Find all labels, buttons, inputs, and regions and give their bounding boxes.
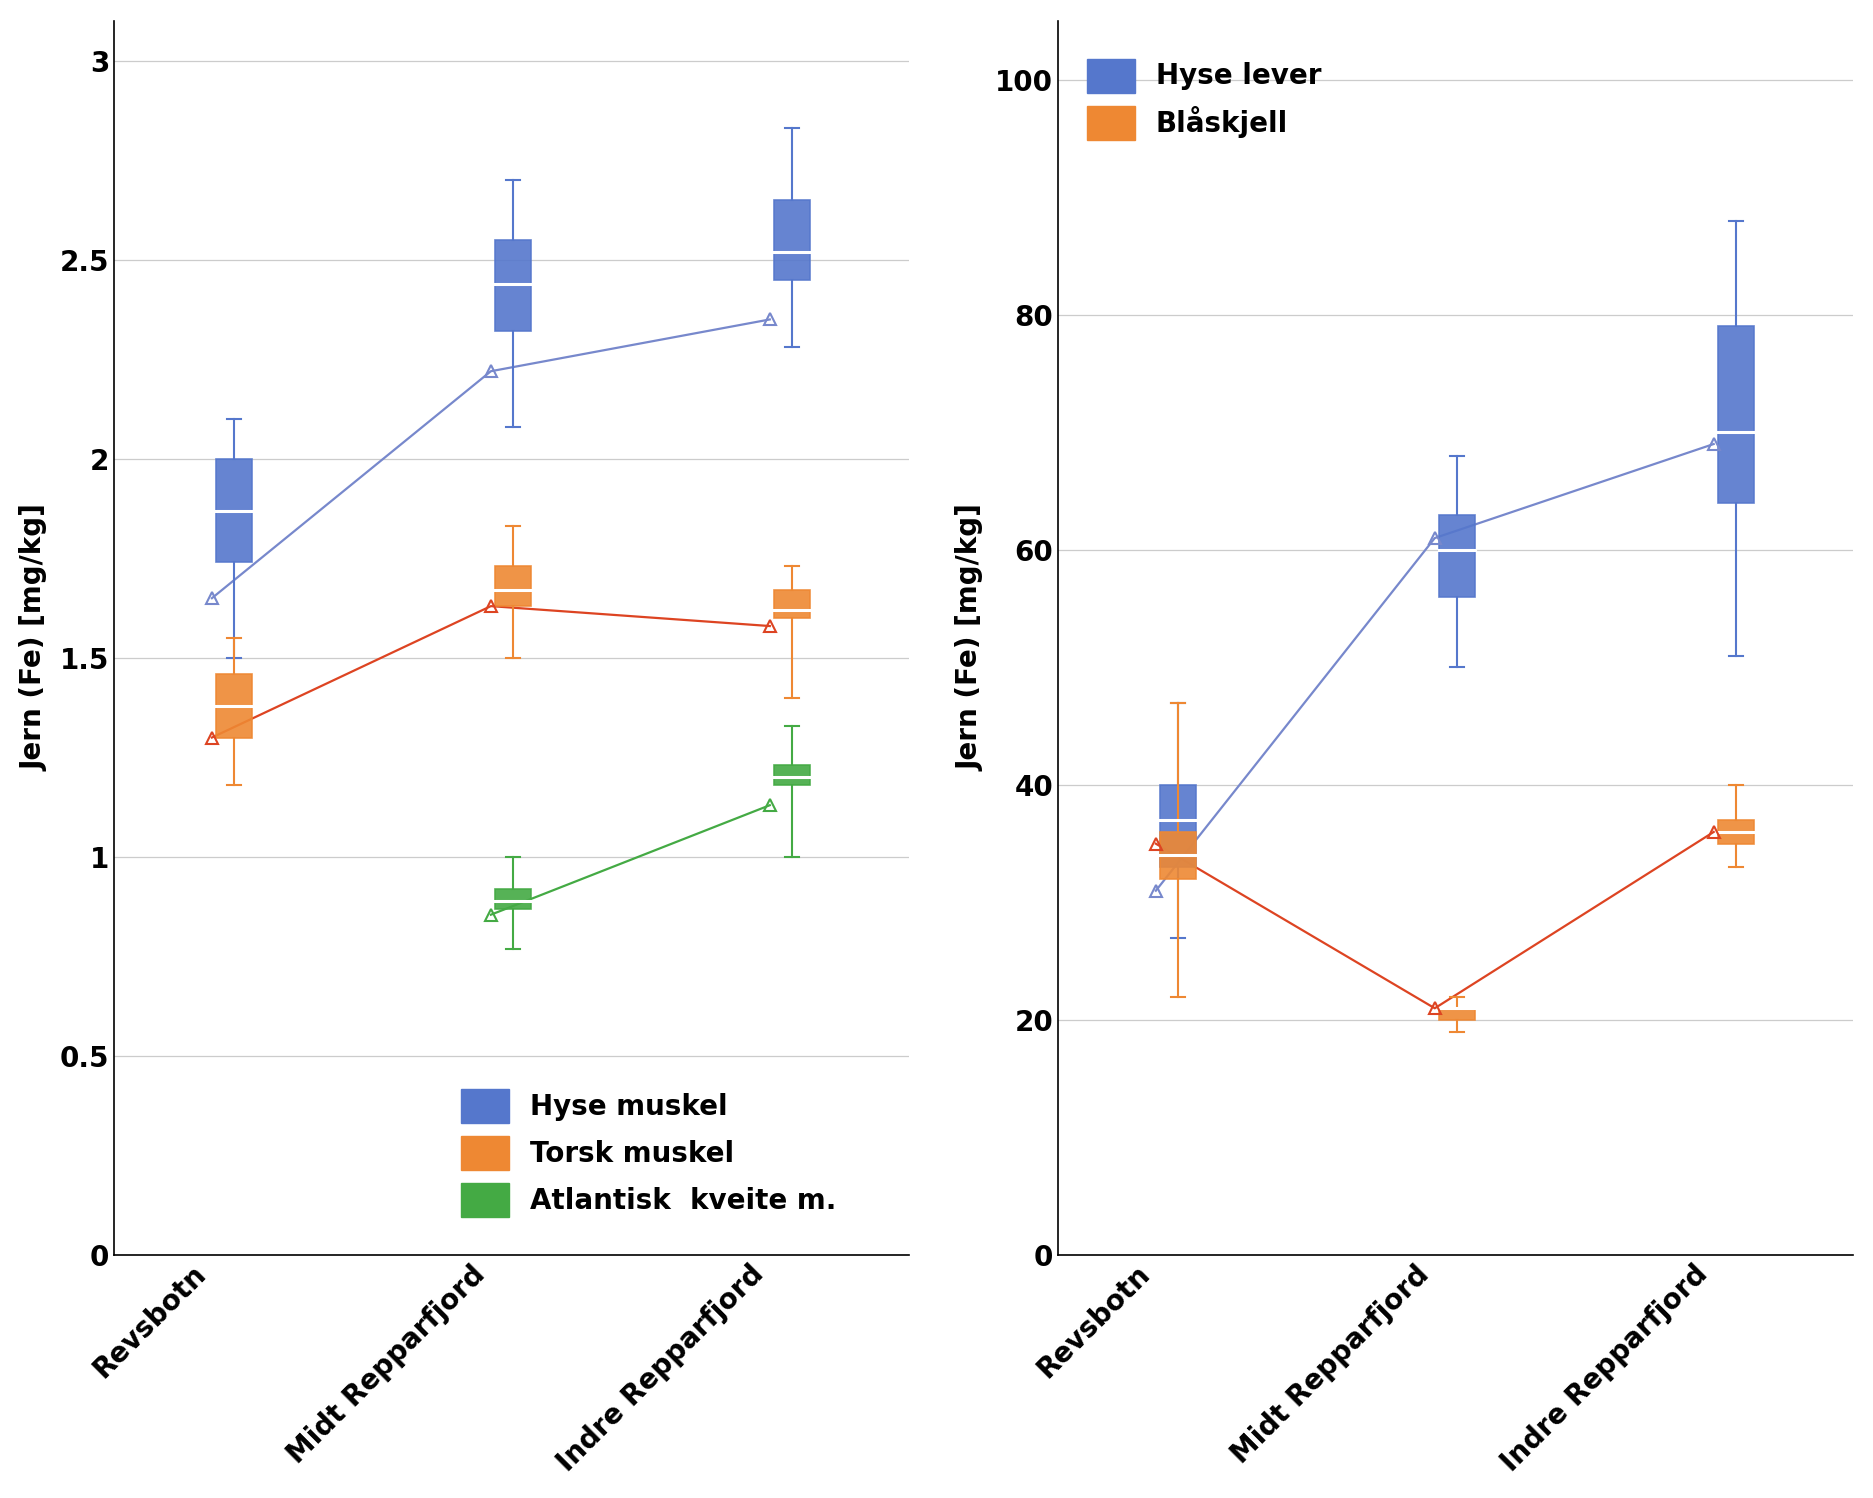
Bar <box>1438 514 1474 596</box>
Bar <box>494 240 532 331</box>
Bar <box>774 590 809 619</box>
Bar <box>1438 1008 1474 1020</box>
Bar <box>215 458 253 562</box>
Bar <box>494 888 532 909</box>
Bar <box>1718 327 1753 503</box>
Bar <box>1159 831 1195 879</box>
Y-axis label: Jern (Fe) [mg/kg]: Jern (Fe) [mg/kg] <box>955 505 983 771</box>
Legend: Hyse lever, Blåskjell: Hyse lever, Blåskjell <box>1086 58 1320 141</box>
Bar <box>1159 785 1195 867</box>
Bar <box>1718 821 1753 843</box>
Bar <box>494 566 532 607</box>
Bar <box>215 674 253 737</box>
Bar <box>774 765 809 785</box>
Y-axis label: Jern (Fe) [mg/kg]: Jern (Fe) [mg/kg] <box>21 505 49 771</box>
Bar <box>774 201 809 280</box>
Legend: Hyse muskel, Torsk muskel, Atlantisk  kveite m.: Hyse muskel, Torsk muskel, Atlantisk kve… <box>461 1089 835 1218</box>
